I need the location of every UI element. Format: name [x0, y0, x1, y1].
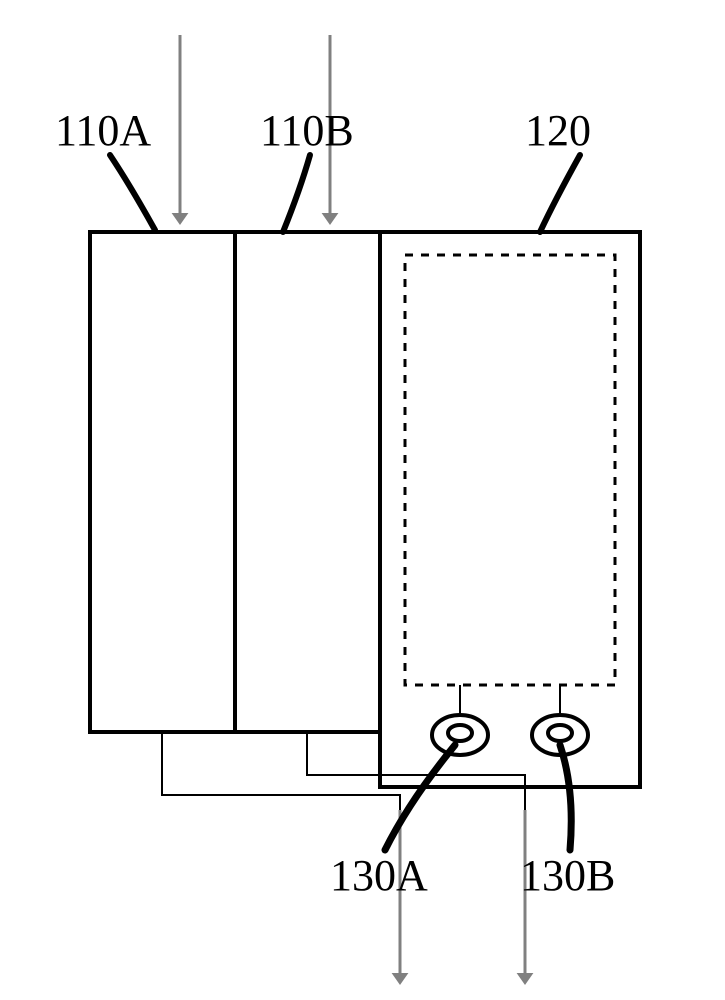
right-outer-box — [380, 232, 640, 787]
label-130B: 130B — [520, 851, 615, 900]
label-120: 120 — [525, 106, 591, 155]
label-110B: 110B — [260, 106, 354, 155]
terminal-130a — [432, 715, 488, 755]
label-130A: 130A — [330, 851, 428, 900]
wire-a — [162, 732, 400, 810]
diagram-canvas: 110A 110B 120 130A 130B — [0, 0, 725, 1000]
label-110A: 110A — [55, 106, 151, 155]
